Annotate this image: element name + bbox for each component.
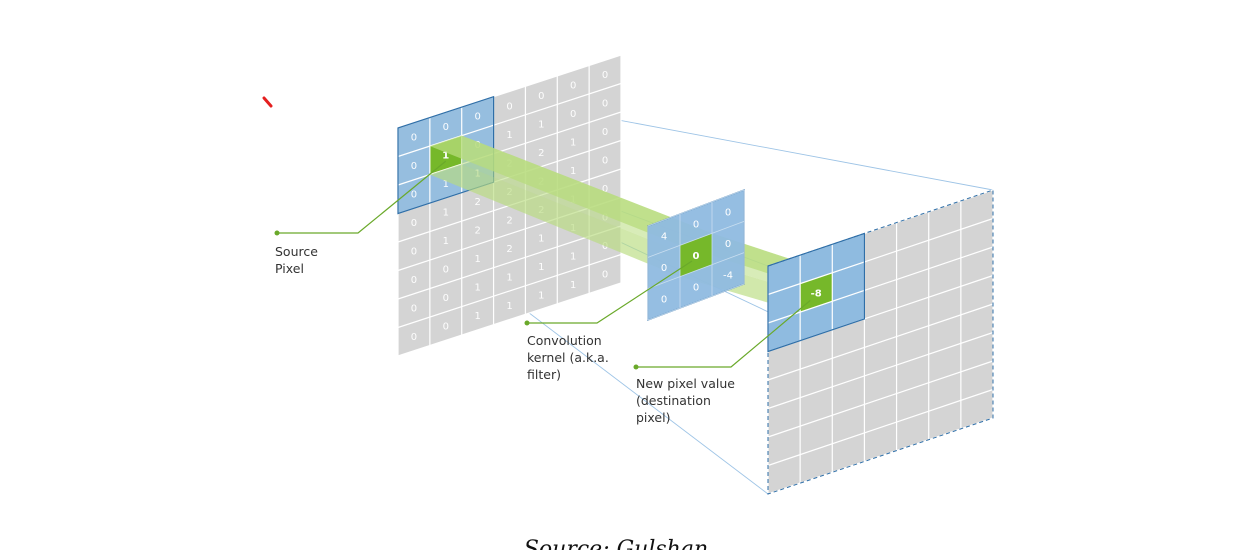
source-cell-value: 1	[506, 130, 512, 141]
grid-line	[767, 303, 994, 381]
source-cell-value: 0	[570, 80, 576, 91]
source-cell-value: 1	[570, 166, 576, 177]
source-cell-value: 0	[443, 322, 449, 333]
source-cell-value: 2	[538, 148, 544, 159]
source-cell-value: 1	[538, 290, 544, 301]
grid-line	[767, 217, 994, 296]
grid-line	[767, 360, 994, 438]
grid-line	[397, 82, 622, 158]
source-cell-value: 0	[506, 101, 512, 112]
source-cell-value: 2	[506, 215, 512, 226]
kernel-center-value: 0	[693, 251, 700, 262]
source-cell-value: 0	[474, 112, 480, 123]
destination-image-grid: -8	[767, 189, 994, 495]
kernel-label-line2: kernel (a.k.a.	[527, 350, 609, 365]
new-pixel-label-line3: pixel)	[636, 410, 670, 425]
source-cell-value: 0	[411, 275, 417, 286]
source-cell-value: 1	[506, 272, 512, 283]
new-pixel-label-line2: (destination	[636, 393, 711, 408]
source-cell-value: 1	[570, 280, 576, 291]
source-pixel-value: 1	[442, 151, 449, 162]
source-cell-value: 0	[602, 70, 608, 81]
source-cell-value: 1	[570, 251, 576, 262]
new-pixel-leader	[636, 300, 811, 368]
source-cell-value: 1	[474, 311, 480, 322]
source-pixel-label: Source Pixel	[275, 244, 318, 276]
source-cell-value: 1	[474, 283, 480, 294]
kernel-leader	[527, 260, 693, 324]
grid-line	[647, 189, 745, 227]
source-cell-value: 0	[411, 247, 417, 258]
source-cell-value: 0	[602, 241, 608, 252]
source-cell-value: 1	[474, 254, 480, 265]
destination-grid-border	[767, 189, 994, 495]
kernel-cell-value: 0	[661, 263, 667, 274]
source-cell-value: 0	[602, 155, 608, 166]
source-cell-value: 0	[602, 184, 608, 195]
source-cell-value: 0	[443, 122, 449, 133]
new-pixel-label-line1: New pixel value	[636, 376, 735, 391]
grid-line	[647, 252, 745, 290]
source-cell-value: 0	[411, 190, 417, 201]
kernel-label-line3: filter)	[527, 367, 561, 382]
source-cell-value: 2	[474, 226, 480, 237]
source-cell-value: 2	[506, 244, 512, 255]
source-pixel-leader	[277, 160, 447, 234]
kernel-center-cell	[680, 233, 712, 277]
grid-line	[767, 331, 994, 410]
destination-pixel-value: -8	[811, 288, 822, 299]
source-cell-value: 1	[538, 262, 544, 273]
source-cell-value: 0	[411, 218, 417, 229]
destination-window-border	[767, 232, 866, 353]
kernel-cell-value: 0	[693, 220, 699, 231]
source-cell-value: 0	[411, 133, 417, 144]
source-cell-value: 0	[443, 293, 449, 304]
kernel-cell-value: 0	[725, 208, 731, 219]
grid-line	[397, 225, 622, 300]
caption: Source: Gulshan	[524, 537, 708, 550]
grid-line	[647, 283, 745, 321]
source-cell-value: 1	[443, 236, 449, 247]
source-cell-value: 0	[602, 98, 608, 109]
source-pixel-label-line1: Source	[275, 244, 318, 259]
convolution-kernel-grid: 4 0 0 0 0 0 0 0 -4	[647, 189, 745, 321]
kernel-leader-dot	[524, 320, 530, 326]
new-pixel-label: New pixel value (destination pixel)	[636, 376, 735, 425]
source-cell-value: 0	[443, 265, 449, 276]
kernel-cell-value: 0	[661, 294, 667, 305]
source-pixel-label-line2: Pixel	[275, 261, 304, 276]
new-pixel-leader-dot	[633, 364, 639, 370]
beam-face	[429, 164, 712, 277]
source-cell-value: 0	[411, 332, 417, 343]
source-cell-value: 0	[602, 127, 608, 138]
grid-line	[397, 111, 622, 186]
label-leader-lines	[274, 160, 811, 370]
source-cell-value: 1	[443, 208, 449, 219]
grid-line	[397, 282, 622, 357]
source-cell-value: 1	[538, 233, 544, 244]
source-cell-value: 0	[411, 161, 417, 172]
kernel-cell-value: 0	[693, 282, 699, 293]
grid-line	[767, 388, 994, 467]
source-cell-value: 1	[570, 137, 576, 148]
source-cell-value: 1	[443, 179, 449, 190]
source-cell-value: 0	[570, 109, 576, 120]
source-cell-value: 1	[506, 301, 512, 312]
source-cell-value: 0	[602, 269, 608, 280]
grid-line	[767, 246, 994, 324]
kernel-label-line1: Convolution	[527, 333, 602, 348]
kernel-cell-value: 4	[661, 232, 667, 243]
grid-line	[647, 220, 745, 258]
kernel-cell-value: 0	[725, 239, 731, 250]
source-cell-value: 0	[538, 91, 544, 102]
source-cell-value: 1	[538, 119, 544, 130]
kernel-cell-value: -4	[723, 270, 733, 281]
red-annotation-mark	[262, 96, 273, 108]
source-cell-value: 2	[474, 197, 480, 208]
kernel-label: Convolution kernel (a.k.a. filter)	[527, 333, 609, 382]
source-cell-value: 0	[411, 304, 417, 315]
source-pixel-leader-dot	[274, 230, 280, 236]
grid-line	[397, 253, 622, 329]
